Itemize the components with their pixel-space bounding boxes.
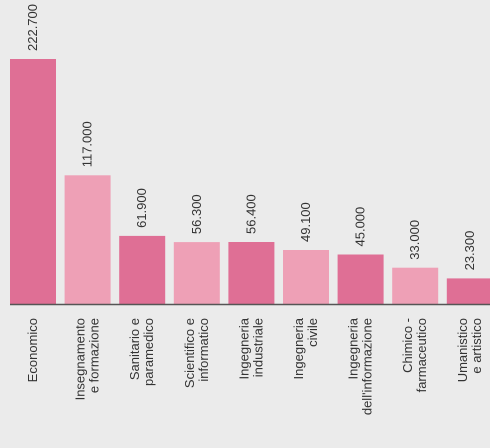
category-label-2: Sanitario eparamedico [127, 318, 156, 386]
category-label-3-line-0: Scientifico e [182, 318, 197, 388]
value-label-6: 45.000 [353, 207, 368, 247]
value-label-2: 61.900 [134, 188, 149, 228]
value-label-7: 33.000 [407, 220, 422, 260]
category-label-5-line-0: Ingegneria [291, 317, 306, 379]
bar-8 [446, 278, 490, 304]
bar-7 [392, 267, 439, 304]
category-label-6-line-1: dell'informazione [360, 318, 375, 415]
value-label-0: 222.700 [25, 4, 40, 51]
bar-5 [283, 250, 329, 304]
category-label-6-line-0: Ingegneria [346, 317, 361, 379]
category-label-2-line-0: Sanitario e [127, 318, 142, 380]
category-label-8-line-1: e artistico [469, 318, 484, 374]
value-label-5: 49.100 [298, 202, 313, 242]
bar-4 [228, 242, 275, 304]
category-label-2-line-1: paramedico [141, 318, 156, 386]
category-label-3-line-1: informatico [196, 318, 211, 382]
category-label-0: Economico [25, 318, 40, 382]
category-label-4-line-1: industriale [250, 318, 265, 377]
category-label-1: Insegnamentoe formazione [73, 318, 102, 400]
bar-1 [64, 175, 111, 304]
category-label-7-line-0: Chimico - [400, 318, 415, 373]
category-label-6: Ingegneriadell'informazione [346, 317, 375, 415]
bar-2 [119, 235, 166, 304]
bar-0 [10, 59, 56, 304]
category-label-4: Ingegneriaindustriale [236, 317, 265, 379]
value-label-8: 23.300 [462, 231, 477, 271]
category-label-8: Umanisticoe artistico [455, 318, 484, 382]
category-label-5-line-1: civile [305, 318, 320, 347]
bar-6 [337, 254, 384, 304]
value-label-4: 56.400 [243, 194, 258, 234]
category-label-3: Scientifico einformatico [182, 318, 211, 388]
category-labels-group: Economico Insegnamentoe formazione Sanitar… [25, 317, 484, 415]
value-label-1: 117.000 [80, 121, 95, 167]
category-label-7-line-1: farmaceutico [414, 318, 429, 392]
category-label-7: Chimico -farmaceutico [400, 318, 429, 392]
bars-group [10, 59, 490, 304]
category-label-1-line-0: Insegnamento [73, 318, 88, 400]
value-label-3: 56.300 [189, 194, 204, 234]
bar-3 [173, 242, 220, 304]
value-labels-group: 222.700 117.000 61.900 56.300 56.400 49.100 45… [25, 4, 477, 270]
category-label-8-line-0: Umanistico [455, 318, 470, 382]
category-label-1-line-1: e formazione [87, 318, 102, 393]
category-label-4-line-0: Ingegneria [236, 317, 251, 379]
category-label-0-line-0: Economico [25, 318, 40, 382]
category-label-5: Ingegneriacivile [291, 317, 320, 379]
